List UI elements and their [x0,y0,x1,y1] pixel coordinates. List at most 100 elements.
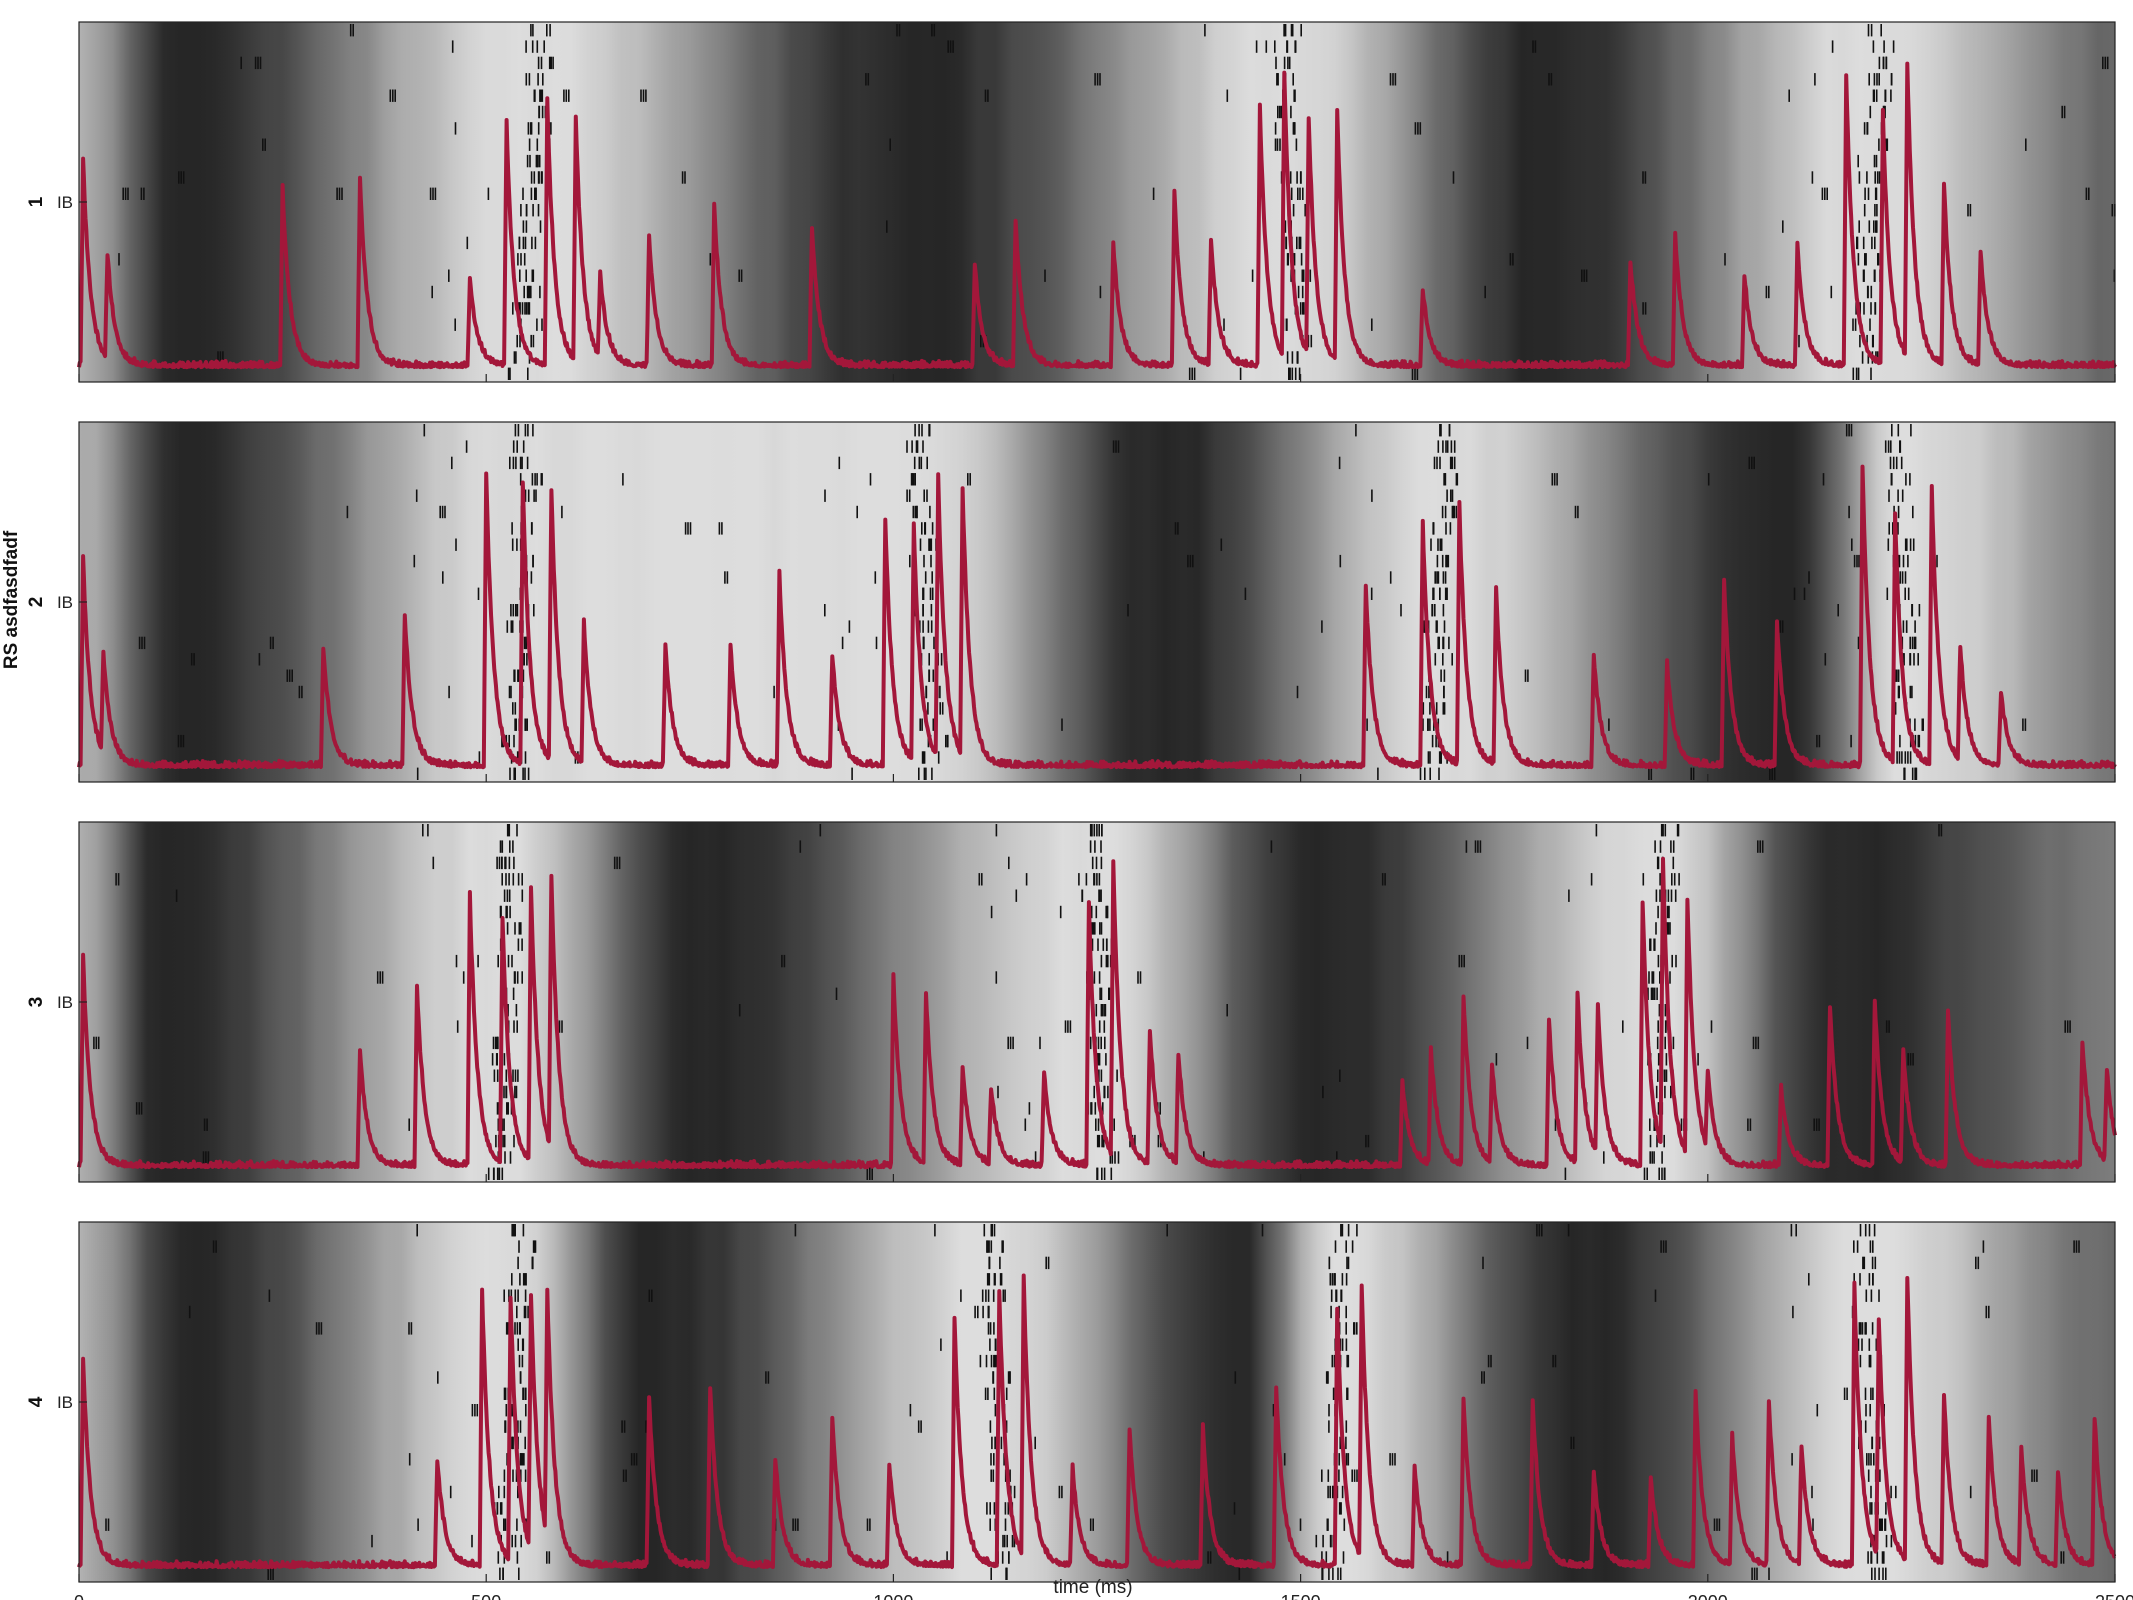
spike [1272,1404,1275,1417]
spike [1100,856,1103,870]
spike [1321,1469,1323,1482]
spike [940,1338,942,1351]
spike [994,1338,997,1351]
spike [2025,138,2027,151]
spike [1665,1069,1668,1082]
spike [1790,1224,1793,1237]
spike [1089,1036,1092,1050]
spike [495,1134,497,1148]
spike [1296,685,1299,699]
spike [981,873,983,886]
spike [1655,922,1657,935]
spike [508,873,510,886]
spike [465,440,468,453]
spike [1449,456,1452,470]
spike [635,1453,638,1466]
spike [520,1469,522,1482]
spike [1429,767,1431,780]
spike [2088,187,2090,200]
spike [2062,1551,2065,1564]
spike [1044,269,1046,282]
spike [504,1518,507,1531]
spike [1338,1502,1341,1515]
spike [512,987,515,1000]
spike [448,269,450,282]
spike [1878,138,1880,151]
spike [497,1551,500,1564]
spike [1753,1567,1756,1580]
spike [1446,440,1449,453]
spike [501,856,503,870]
spike [1878,1436,1881,1450]
spike [1861,1338,1863,1351]
spike [513,767,515,780]
spike [1423,620,1426,633]
spike [516,1305,518,1319]
spike [1907,1053,1909,1066]
spike [927,620,930,633]
spike [908,489,911,502]
spike [1870,24,1873,37]
spike [909,554,911,568]
spike [1284,220,1287,233]
spike [1334,1240,1337,1253]
spike [496,1102,499,1115]
spike [1101,1134,1103,1148]
spike [1441,505,1444,519]
spike [534,1240,537,1253]
spike [1988,1305,1990,1319]
spike [514,1069,517,1082]
spike [1889,456,1892,470]
spike [1484,285,1486,299]
spike [509,767,511,780]
spike [726,571,729,584]
spike [522,220,525,233]
spike [1005,1567,1007,1580]
spike [1868,1273,1871,1286]
spike [1897,505,1900,519]
spike [1007,1502,1010,1515]
spike [989,1502,991,1515]
spike [1859,1224,1862,1237]
spike [987,1322,990,1335]
spike [799,840,802,853]
spike [1446,1551,1449,1564]
spike [526,653,528,666]
spike [1446,489,1448,502]
spike [1858,554,1860,568]
spike [1024,1118,1027,1131]
spike [471,1404,474,1417]
spike [1567,1224,1570,1237]
spike [1792,1305,1794,1319]
spike [1608,718,1610,731]
spike [981,1289,984,1302]
spike [1481,1371,1483,1384]
spike [1856,1240,1859,1253]
spike [1670,1085,1672,1099]
spike [1759,840,1761,853]
spike [918,456,921,470]
spike [1859,1322,1862,1335]
spike [1667,922,1670,935]
spike [1347,1354,1350,1368]
spike [1659,840,1662,853]
spike [1649,1134,1652,1148]
panel-3: IB3 [26,821,2117,1183]
spike [1419,122,1422,135]
spike [1653,1151,1655,1164]
spike [1226,1004,1228,1017]
spike [1100,1069,1103,1082]
spike [914,424,916,437]
spike [501,1167,504,1180]
spike [896,24,898,37]
spike [286,669,289,682]
spike [1096,1134,1099,1148]
spike [1444,587,1447,600]
spike [1724,253,1726,266]
spike [740,269,743,282]
spike [824,489,826,502]
spike [1664,1085,1666,1099]
spike [1646,1167,1648,1180]
spike [986,1502,988,1515]
spike [212,1240,215,1253]
